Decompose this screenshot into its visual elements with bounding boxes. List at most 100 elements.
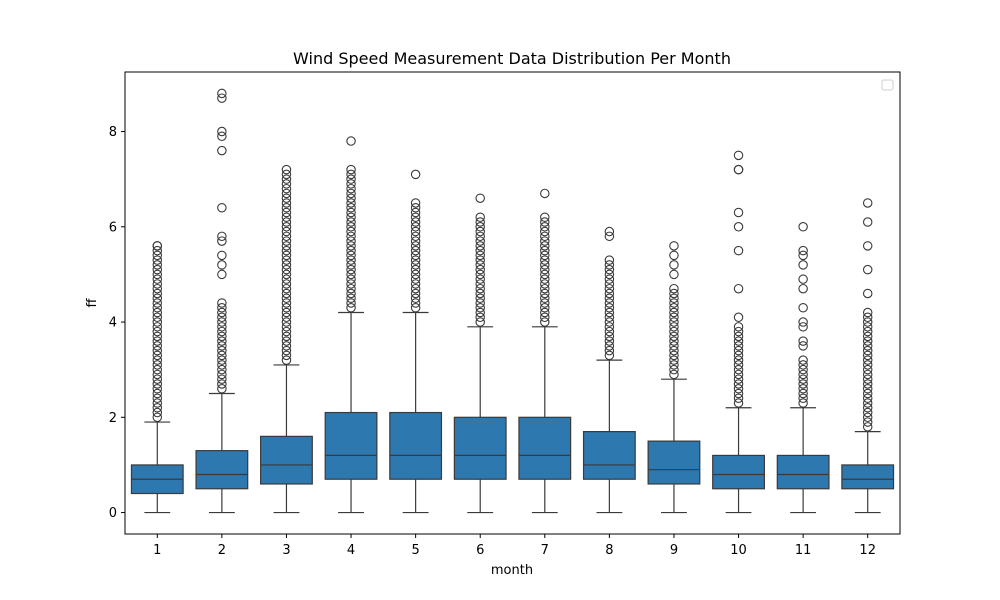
outlier-point [604, 260, 615, 270]
outlier-point [669, 260, 679, 270]
outlier-point [281, 217, 292, 227]
outlier-point [862, 198, 873, 208]
outlier-point [152, 283, 163, 294]
outlier-point [152, 403, 163, 413]
outlier-point [281, 183, 292, 194]
outlier-point [346, 288, 356, 299]
outlier-point [862, 350, 873, 361]
outlier-point [281, 212, 292, 223]
outlier-point [862, 288, 873, 299]
outlier-point [217, 88, 227, 99]
outlier-point [475, 264, 485, 275]
outlier-point [217, 231, 227, 242]
outlier-point [733, 379, 744, 389]
outlier-point [862, 322, 873, 332]
outlier-point [669, 312, 679, 323]
outlier-point [540, 250, 550, 261]
outlier-point [281, 255, 292, 265]
iqr-box [518, 416, 572, 480]
outlier-point [604, 326, 615, 337]
outlier-point [281, 307, 292, 318]
outlier-point [346, 202, 356, 213]
outlier-point [798, 283, 808, 294]
outlier-point [281, 231, 292, 242]
outlier-point [475, 222, 485, 232]
outlier-point [475, 274, 485, 284]
outlier-point [733, 369, 744, 380]
outlier-point [669, 341, 679, 351]
box-month-9 [647, 241, 701, 514]
outlier-point [152, 355, 163, 365]
outlier-point [281, 198, 292, 208]
outlier-point [217, 374, 227, 384]
outlier-point [346, 236, 356, 246]
outlier-point [346, 269, 356, 280]
outlier-point [346, 136, 356, 146]
outlier-point [410, 241, 421, 251]
outlier-point [733, 336, 744, 346]
outlier-point [346, 179, 356, 189]
outlier-point [604, 274, 615, 284]
x-tick-label: 1 [153, 543, 161, 558]
outlier-point [475, 269, 485, 280]
outlier-point [152, 241, 163, 251]
outlier-point [346, 193, 356, 203]
outlier-point [217, 364, 227, 375]
outlier-point [281, 293, 292, 303]
outlier-point [604, 255, 615, 265]
outlier-point [733, 345, 744, 356]
outlier-point [669, 317, 679, 327]
outlier-point [152, 398, 163, 408]
outlier-point [669, 322, 679, 332]
plot-area [124, 71, 901, 535]
outlier-point [733, 150, 744, 161]
outlier-point [798, 388, 808, 399]
outlier-point [862, 331, 873, 342]
y-axis-label: ff [85, 297, 100, 307]
box-month-10 [712, 150, 765, 514]
box-month-5 [389, 169, 443, 514]
outlier-point [410, 169, 421, 180]
outlier-point [475, 193, 485, 203]
outlier-point [669, 269, 679, 280]
outlier-point [410, 255, 421, 265]
x-tick-label: 11 [795, 543, 812, 558]
outlier-point [475, 312, 485, 323]
outlier-point [475, 226, 485, 237]
outlier-point [152, 317, 163, 327]
outlier-point [475, 298, 485, 308]
outlier-point [152, 379, 163, 389]
box-month-8 [582, 226, 636, 514]
outlier-point [152, 345, 163, 356]
outlier-point [346, 207, 356, 218]
outlier-point [669, 326, 679, 337]
outlier-point [281, 279, 292, 289]
outlier-point [669, 303, 679, 313]
x-tick-label: 2 [218, 543, 226, 558]
outlier-point [281, 312, 292, 323]
outlier-point [217, 260, 227, 270]
outlier-point [669, 364, 679, 375]
outlier-point [540, 288, 550, 299]
outlier-point [281, 164, 292, 175]
outlier-point [798, 369, 808, 380]
outlier-point [540, 303, 550, 313]
outlier-point [540, 293, 550, 303]
outlier-point [733, 164, 744, 175]
outlier-point [152, 326, 163, 337]
outlier-point [152, 269, 163, 280]
outlier-point [733, 360, 744, 370]
y-axis: 0 2 4 6 8 [109, 125, 125, 521]
x-tick-label: 6 [476, 543, 484, 558]
outlier-point [540, 222, 550, 232]
outlier-point [669, 288, 679, 299]
outlier-point [862, 388, 873, 399]
outlier-point [798, 274, 808, 284]
outlier-point [346, 183, 356, 194]
outlier-point [152, 360, 163, 370]
outlier-point [798, 355, 808, 365]
outlier-point [410, 274, 421, 284]
outlier-point [862, 364, 873, 375]
outlier-point [152, 383, 163, 394]
outlier-point [475, 245, 485, 256]
